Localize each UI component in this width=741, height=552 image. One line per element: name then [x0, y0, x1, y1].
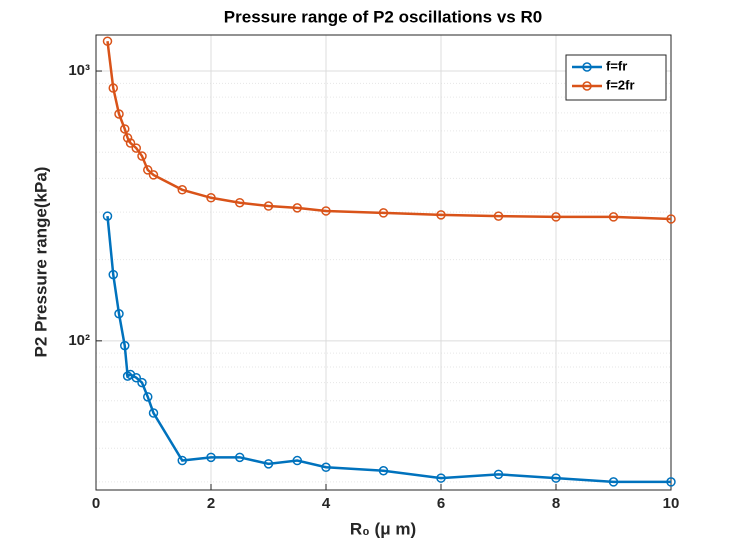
plot-area [96, 35, 671, 490]
y-axis-label: P2 Pressure range(kPa) [31, 167, 50, 358]
marker [114, 309, 124, 319]
marker [137, 151, 147, 161]
marker [666, 477, 676, 487]
marker [551, 212, 561, 222]
y-tick-label: 10³ [68, 62, 90, 79]
legend: f=fr f=2fr [565, 54, 667, 101]
marker [292, 203, 302, 213]
marker [206, 452, 216, 463]
x-tick-label: 6 [437, 495, 445, 512]
legend-label: f=fr [606, 58, 627, 73]
marker [125, 138, 136, 148]
marker [608, 212, 619, 222]
marker [177, 455, 187, 466]
marker [131, 143, 141, 153]
marker [122, 133, 133, 143]
marker [177, 185, 187, 195]
marker [120, 340, 130, 351]
legend-marker [582, 62, 592, 72]
marker [235, 452, 245, 463]
marker [131, 372, 141, 383]
marker [666, 214, 676, 224]
marker [235, 197, 245, 208]
x-tick-label: 2 [207, 495, 215, 512]
axes-box [95, 34, 672, 491]
chart-title: Pressure range of P2 oscillations vs R0 [224, 7, 542, 26]
marker [137, 377, 147, 388]
marker [292, 455, 302, 466]
marker [143, 392, 153, 402]
marker [206, 193, 216, 203]
marker [493, 469, 504, 480]
x-tick-label: 8 [552, 495, 560, 512]
marker [120, 124, 130, 134]
marker [378, 465, 389, 476]
x-tick-label: 4 [322, 495, 331, 512]
marker [148, 170, 159, 180]
marker [436, 473, 446, 483]
marker [378, 208, 389, 218]
marker [108, 83, 118, 93]
legend-box [565, 54, 667, 101]
legend-label: f=2fr [606, 77, 635, 92]
x-tick-label: 0 [92, 495, 100, 512]
marker [108, 269, 118, 280]
marker [263, 201, 274, 211]
marker [148, 408, 159, 418]
marker [102, 211, 113, 221]
marker [608, 477, 619, 487]
marker [102, 36, 113, 46]
legend-marker [582, 81, 592, 91]
x-tick-label: 10 [663, 495, 680, 512]
marker [321, 206, 331, 216]
marker [143, 165, 153, 175]
marker [321, 462, 331, 472]
x-axis-label: R₀ (μ m) [350, 519, 416, 538]
marker [114, 109, 124, 119]
marker [493, 211, 504, 221]
marker [263, 459, 274, 469]
marker [551, 473, 561, 483]
marker [436, 210, 446, 220]
y-tick-label: 10² [68, 332, 90, 349]
line [106, 215, 671, 484]
